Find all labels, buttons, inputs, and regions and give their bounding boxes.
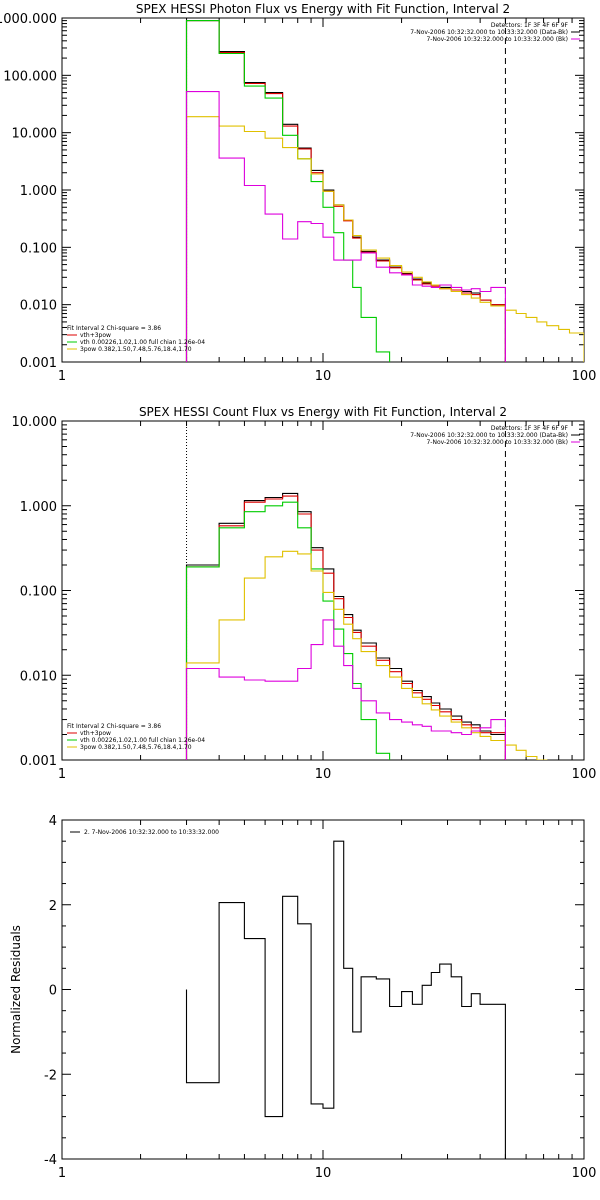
x-tick-label: 1	[58, 767, 66, 782]
series-1-line	[185, 840, 506, 1159]
info-line: 7-Nov-2006 10:32:32.000 to 10:33:32.000 …	[410, 432, 568, 439]
x-tick-label: 10	[315, 369, 332, 384]
y-tick-label: 1.000	[20, 500, 57, 515]
info-line: 7-Nov-2006 10:32:32.000 to 10:33:32.000 …	[426, 439, 568, 446]
legend-entry: 3pow 0.382,1.50,7.48,5.76,18.4,1.70	[80, 346, 192, 353]
info-line: 7-Nov-2006 10:32:32.000 to 10:33:32.000 …	[410, 29, 568, 36]
y-tick-label: 0.001	[20, 356, 57, 371]
series-1-line	[185, 492, 506, 760]
x-tick-label: 10	[315, 767, 332, 782]
y-tick-label: 0.100	[20, 241, 57, 256]
y-tick-label: 0.010	[20, 299, 57, 314]
y-tick-label: 1000.000	[0, 12, 57, 27]
info-line: Detectors: 1F 3F 4F 6F 9F	[491, 22, 569, 29]
y-tick-label: 10.000	[12, 415, 58, 430]
chart-panel-1: SPEX HESSI Photon Flux vs Energy with Fi…	[0, 2, 596, 384]
legend-entry: vth 0.00226,1.02,1.00 full chian 1.26e-0…	[80, 339, 205, 346]
y-tick-label: 0.010	[20, 669, 57, 684]
x-tick-label: 10	[315, 1166, 332, 1181]
info-line: Detectors: 1F 3F 4F 6F 9F	[491, 425, 569, 432]
legend-entry: vth 0.00226,1.02,1.00 full chian 1.26e-0…	[80, 737, 205, 744]
y-tick-label: 0.001	[20, 754, 57, 769]
legend-entry: vth+3pow	[80, 332, 111, 339]
series-3-line	[185, 501, 391, 760]
series-4-line	[185, 116, 584, 362]
x-tick-label: 100	[572, 1166, 597, 1181]
legend-entry: 3pow 0.382,1.50,7.48,5.76,18.4,1.70	[80, 744, 192, 751]
y-tick-label: 2	[49, 899, 57, 914]
chart-title: SPEX HESSI Count Flux vs Energy with Fit…	[139, 405, 507, 419]
legend-header: Fit Interval 2 Chi-square = 3.86	[67, 325, 161, 332]
x-tick-label: 1	[58, 369, 66, 384]
y-tick-label: 4	[49, 814, 57, 829]
series-5-line	[185, 91, 506, 362]
info-line: 7-Nov-2006 10:32:32.000 to 10:33:32.000 …	[426, 36, 568, 43]
y-tick-label: 1.000	[20, 184, 57, 199]
chart-panel-3: 1 10 100 -4 -2 0 2 4 Normalized Residuals 2. 7-No…	[9, 814, 596, 1181]
y-tick-label: 0	[49, 984, 57, 999]
y-tick-label: -4	[44, 1153, 57, 1168]
y-tick-label: 0.100	[20, 585, 57, 600]
chart-panel-2: SPEX HESSI Count Flux vs Energy with Fit…	[12, 405, 597, 782]
y-tick-label: -2	[44, 1068, 57, 1083]
series-3-line	[185, 20, 391, 362]
series-4-line	[185, 550, 548, 760]
legend-header: Fit Interval 2 Chi-square = 3.86	[67, 723, 161, 730]
legend-entry: vth+3pow	[80, 730, 111, 737]
y-tick-label: 10.000	[12, 127, 58, 142]
series-2-line	[185, 20, 506, 362]
series-5-line	[185, 619, 506, 760]
y-tick-label: 100.000	[3, 69, 57, 84]
series-1-line	[185, 20, 506, 362]
x-tick-label: 1	[58, 1166, 66, 1181]
series-2-line	[185, 495, 506, 760]
x-tick-label: 100	[572, 767, 597, 782]
x-tick-label: 100	[572, 369, 597, 384]
y-axis-label: Normalized Residuals	[9, 925, 23, 1054]
legend-entry: 2. 7-Nov-2006 10:32:32.000 to 10:33:32.0…	[84, 829, 219, 836]
chart-title: SPEX HESSI Photon Flux vs Energy with Fi…	[136, 2, 510, 16]
